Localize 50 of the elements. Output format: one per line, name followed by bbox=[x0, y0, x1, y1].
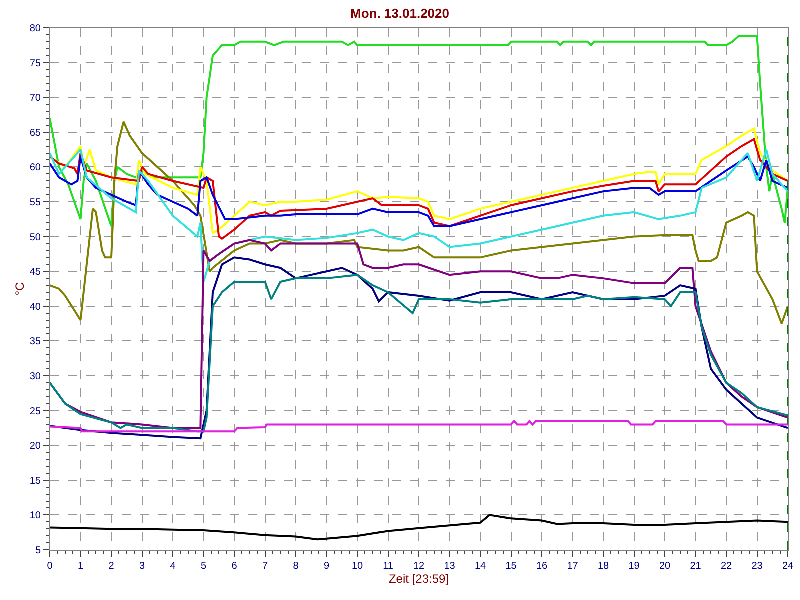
x-tick-label: 19 bbox=[628, 561, 640, 572]
x-tick-label: 22 bbox=[720, 561, 732, 572]
y-tick-label: 45 bbox=[30, 267, 42, 278]
x-axis-title: Zeit [23:59] bbox=[388, 572, 450, 586]
x-tick-label: 15 bbox=[506, 561, 518, 572]
x-tick-label: 10 bbox=[352, 561, 364, 572]
y-tick-label: 15 bbox=[30, 476, 42, 487]
y-tick-label: 60 bbox=[30, 162, 42, 174]
line-series bbox=[50, 35, 788, 228]
y-axis-title: °C bbox=[13, 282, 28, 296]
y-tick-label: 30 bbox=[30, 372, 42, 382]
x-tick-label: 3 bbox=[139, 561, 146, 572]
x-tick-label: 12 bbox=[413, 561, 425, 572]
y-tick-label: 75 bbox=[30, 58, 42, 70]
x-tick-label: 5 bbox=[200, 561, 207, 572]
x-tick-label: 11 bbox=[383, 561, 394, 572]
y-tick-label: 50 bbox=[30, 232, 42, 244]
x-tick-label: 24 bbox=[782, 561, 794, 572]
y-tick-label: 80 bbox=[30, 24, 42, 34]
x-tick-label: 23 bbox=[752, 561, 764, 572]
x-tick-label: 8 bbox=[293, 561, 300, 572]
x-tick-label: 2 bbox=[108, 561, 115, 572]
line-series bbox=[50, 420, 788, 433]
x-tick-label: 1 bbox=[78, 561, 84, 572]
y-tick-label: 35 bbox=[30, 336, 42, 348]
x-tick-label: 9 bbox=[324, 561, 330, 572]
line-series bbox=[50, 120, 788, 325]
x-tick-label: 6 bbox=[232, 561, 238, 572]
y-tick-label: 25 bbox=[30, 406, 42, 418]
x-tick-label: 20 bbox=[659, 561, 671, 572]
x-tick-label: 0 bbox=[47, 561, 54, 572]
y-tick-label: 65 bbox=[30, 128, 42, 139]
y-tick-label: 10 bbox=[30, 510, 42, 522]
x-tick-label: 17 bbox=[567, 561, 579, 572]
line-series bbox=[50, 148, 788, 284]
line-series bbox=[50, 156, 788, 228]
x-tick-label: 21 bbox=[690, 561, 702, 572]
x-tick-label: 13 bbox=[444, 561, 456, 572]
y-tick-label: 5 bbox=[35, 546, 42, 556]
y-tick-label: 40 bbox=[30, 302, 42, 313]
y-tick-label: 55 bbox=[30, 198, 42, 208]
x-tick-label: 14 bbox=[474, 561, 486, 572]
x-tick-label: 18 bbox=[598, 561, 610, 572]
line-series bbox=[50, 514, 788, 541]
chart-title: Mon. 13.01.2020 bbox=[350, 6, 450, 22]
x-tick-label: 4 bbox=[170, 561, 176, 572]
y-tick-label: 70 bbox=[30, 93, 42, 104]
x-tick-label: 7 bbox=[262, 561, 268, 572]
x-tick-label: 16 bbox=[536, 561, 548, 572]
y-tick-label: 20 bbox=[30, 441, 42, 452]
